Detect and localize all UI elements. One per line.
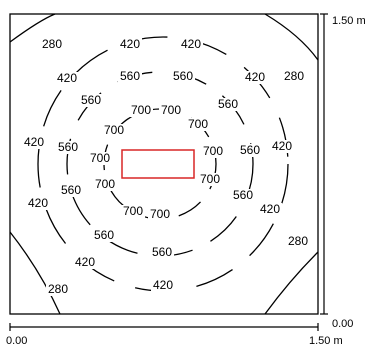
contour-label-560: 560 xyxy=(233,188,253,202)
contour-label-background xyxy=(151,279,175,292)
contour-label-background xyxy=(121,205,145,218)
x-axis-max-label: 1.50 m xyxy=(309,335,343,347)
y-axis-max-label: 1.50 m xyxy=(332,15,366,27)
contour-label-background xyxy=(282,70,306,83)
contour-label-background xyxy=(73,256,97,269)
contour-label-420: 420 xyxy=(57,71,77,85)
y-axis-min-label: 0.00 xyxy=(332,318,353,330)
contour-label-background xyxy=(179,38,203,51)
contour-label-700: 700 xyxy=(104,123,124,137)
contour-label-280: 280 xyxy=(288,234,308,248)
contour-label-background xyxy=(26,197,50,210)
room-outline xyxy=(9,13,319,315)
contour-label-700: 700 xyxy=(150,207,170,221)
contour-labels: 280 280 280 280 420 420 420 420 420 420 420 420 420 4… xyxy=(22,37,310,296)
contour-label-background xyxy=(243,71,267,84)
contour-label-background xyxy=(198,173,222,186)
contour-label-background xyxy=(148,208,172,221)
contour-label-420: 420 xyxy=(245,70,265,84)
contour-label-background xyxy=(201,145,225,158)
contour-label-background xyxy=(150,246,174,259)
contour-label-background xyxy=(55,72,79,85)
contour-label-background xyxy=(88,152,112,165)
contour-label-560: 560 xyxy=(61,183,81,197)
contour-label-background xyxy=(102,124,126,137)
contour-label-560: 560 xyxy=(173,69,193,83)
contour-label-background xyxy=(22,136,46,149)
contour-label-background xyxy=(258,203,282,216)
contour-label-background xyxy=(270,140,294,153)
contour-label-700: 700 xyxy=(95,177,115,191)
y-axis xyxy=(320,13,328,315)
contour-label-420: 420 xyxy=(153,278,173,292)
contour-label-280: 280 xyxy=(42,37,62,51)
contour-label-background xyxy=(59,184,83,197)
contour-label-background xyxy=(231,189,255,202)
contour-label-background xyxy=(118,38,142,51)
x-axis xyxy=(9,323,319,331)
contour-280 xyxy=(9,13,319,315)
contour-label-560: 560 xyxy=(218,97,238,111)
contour-label-560: 560 xyxy=(120,69,140,83)
contour-label-420: 420 xyxy=(24,135,44,149)
contour-label-700: 700 xyxy=(90,151,110,165)
contour-label-700: 700 xyxy=(203,144,223,158)
contour-label-background xyxy=(40,38,64,51)
contour-label-background xyxy=(286,235,310,248)
contour-label-background xyxy=(216,98,240,111)
contour-label-background xyxy=(46,283,70,296)
contour-label-280: 280 xyxy=(284,69,304,83)
contour-label-background xyxy=(92,229,116,242)
contour-label-700: 700 xyxy=(123,204,143,218)
contour-label-420: 420 xyxy=(75,255,95,269)
contour-label-560: 560 xyxy=(240,143,260,157)
contour-label-700: 700 xyxy=(188,117,208,131)
contour-label-background xyxy=(56,141,80,154)
contour-label-background xyxy=(79,94,103,107)
contour-label-700: 700 xyxy=(161,103,181,117)
contour-label-background xyxy=(238,144,262,157)
contour-label-420: 420 xyxy=(272,139,292,153)
contour-label-background xyxy=(171,70,195,83)
contour-label-420: 420 xyxy=(28,196,48,210)
contour-label-420: 420 xyxy=(120,37,140,51)
contour-label-280: 280 xyxy=(48,282,68,296)
contour-label-background xyxy=(159,104,183,117)
contour-label-560: 560 xyxy=(94,228,114,242)
contour-label-background xyxy=(129,104,153,117)
contour-label-560: 560 xyxy=(58,140,78,154)
contour-label-560: 560 xyxy=(81,93,101,107)
contour-label-700: 700 xyxy=(131,103,151,117)
contour-label-420: 420 xyxy=(181,37,201,51)
contour-label-background xyxy=(93,178,117,191)
luminaire-rectangle xyxy=(121,149,195,179)
x-axis-min-label: 0.00 xyxy=(6,335,27,347)
contour-label-background xyxy=(118,70,142,83)
contour-label-700: 700 xyxy=(200,172,220,186)
contour-label-background xyxy=(186,118,210,131)
contour-label-560: 560 xyxy=(152,245,172,259)
contour-label-420: 420 xyxy=(260,202,280,216)
